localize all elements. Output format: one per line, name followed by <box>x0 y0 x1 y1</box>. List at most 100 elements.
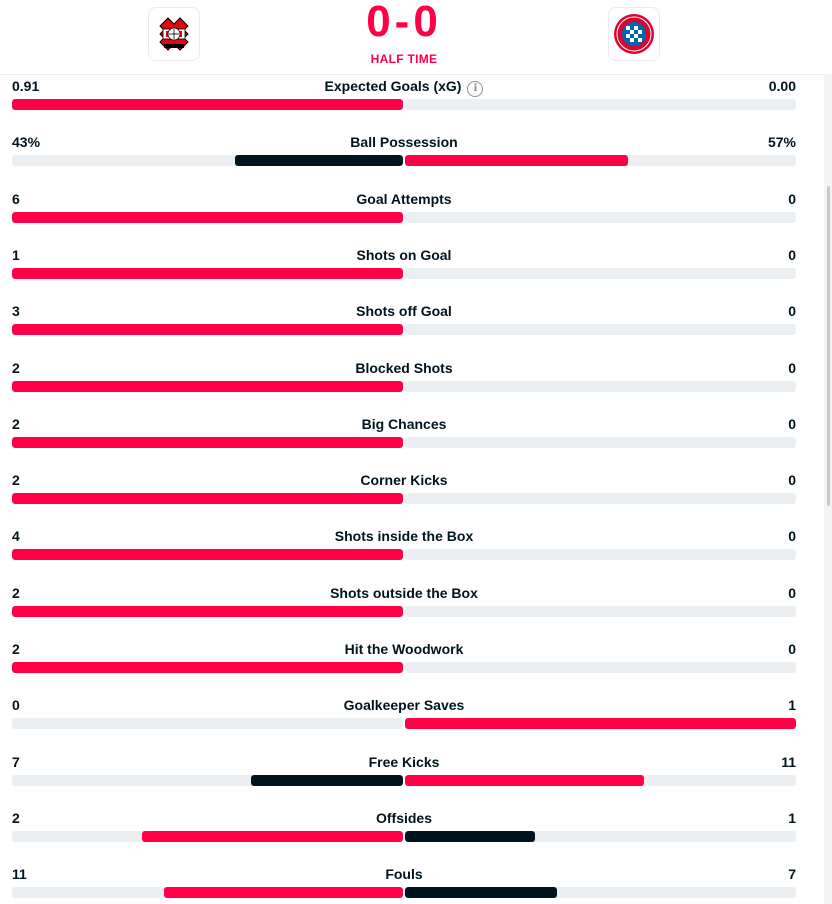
away-stat-bar-track <box>405 830 796 842</box>
match-score: 0-0 <box>366 0 442 46</box>
away-stat-bar-track <box>405 267 796 279</box>
stat-name: Corner Kicks <box>200 472 608 488</box>
stat-name-label: Shots on Goal <box>356 246 452 263</box>
home-stat-value: 6 <box>12 190 20 207</box>
away-stat-value: 1 <box>788 697 796 714</box>
away-stat-bar <box>405 155 628 167</box>
stat-name-label: Shots inside the Box <box>334 528 474 545</box>
stat-name-label: Corner Kicks <box>360 472 448 489</box>
home-stat-bar-track <box>12 774 403 786</box>
stat-row: 2 Corner Kicks 0 <box>0 470 832 510</box>
away-stat-bar-track <box>405 155 796 167</box>
away-stat-value: 0 <box>788 190 796 207</box>
home-stat-value: 11 <box>12 866 27 883</box>
away-stat-value: 7 <box>788 866 796 883</box>
away-team-logo[interactable] <box>608 7 660 61</box>
stat-row: 1 Shots on Goal 0 <box>0 245 832 285</box>
stat-name-label: Shots off Goal <box>356 303 452 320</box>
stat-name-label: Shots outside the Box <box>330 584 478 601</box>
home-stat-bar-track <box>12 155 403 167</box>
home-stat-bar <box>12 380 403 392</box>
home-stat-bar <box>12 99 403 110</box>
stat-name: Goal Attempts <box>200 191 608 207</box>
home-stat-value: 2 <box>12 359 20 376</box>
stat-name-label: Goalkeeper Saves <box>343 697 465 714</box>
away-stat-bar-track <box>405 605 796 617</box>
stat-name: Ball Possession <box>200 134 608 150</box>
stat-name: Fouls <box>200 866 608 882</box>
home-stat-bar <box>142 830 403 842</box>
stat-name: Blocked Shots <box>200 360 608 376</box>
away-stat-bar <box>405 774 644 786</box>
away-stat-value: 0 <box>788 528 796 545</box>
home-stat-bar-track <box>12 662 403 673</box>
home-stat-value: 1 <box>12 246 20 263</box>
match-status: HALF TIME <box>370 52 438 66</box>
stat-name: Expected Goals (xG) i <box>200 78 608 97</box>
home-stat-bar-track <box>12 380 403 392</box>
home-stat-value: 2 <box>12 415 20 432</box>
away-stat-value: 11 <box>781 753 796 770</box>
stat-name: Free Kicks <box>200 754 608 770</box>
stat-name-label: Fouls <box>385 866 423 883</box>
away-stat-bar-track <box>405 662 796 673</box>
home-stat-bar <box>251 774 403 786</box>
away-stat-bar-track <box>405 887 796 899</box>
stat-name: Hit the Woodwork <box>200 641 608 657</box>
stat-name: Shots on Goal <box>200 247 608 263</box>
home-stat-bar-track <box>12 324 403 336</box>
home-stat-bar-track <box>12 718 403 730</box>
stat-row: 0 Goalkeeper Saves 1 <box>0 695 832 735</box>
home-stat-bar <box>164 887 403 899</box>
stat-name-label: Big Chances <box>361 415 447 432</box>
stat-name-label: Expected Goals (xG) <box>324 78 462 94</box>
home-stat-value: 2 <box>12 641 20 657</box>
home-stat-value: 0 <box>12 697 20 714</box>
home-stat-bar-track <box>12 99 403 110</box>
home-stat-value: 43% <box>12 134 41 151</box>
stat-name: Shots off Goal <box>200 303 608 319</box>
away-stat-bar-track <box>405 549 796 561</box>
home-stat-bar <box>12 549 403 561</box>
away-stat-value: 0 <box>788 303 796 320</box>
stat-name-label: Free Kicks <box>368 753 440 770</box>
stat-row: 2 Offsides 1 <box>0 808 832 848</box>
stat-row: 3 Shots off Goal 0 <box>0 301 832 341</box>
stat-name-label: Blocked Shots <box>355 359 453 376</box>
away-stat-value: 0 <box>788 359 796 376</box>
away-stat-bar-track <box>405 211 796 223</box>
away-stat-value: 0.00 <box>768 78 796 94</box>
away-stat-bar <box>405 887 557 899</box>
home-stat-value: 2 <box>12 809 20 826</box>
home-stat-value: 2 <box>12 584 20 601</box>
away-stat-value: 57% <box>767 134 796 151</box>
bayer-leverkusen-logo-icon <box>159 17 189 51</box>
home-stat-bar-track <box>12 830 403 842</box>
scrollbar-thumb[interactable] <box>827 186 830 506</box>
away-stat-bar-track <box>405 380 796 392</box>
away-stat-value: 0 <box>788 472 796 489</box>
home-stat-bar-track <box>12 493 403 505</box>
home-stat-value: 4 <box>12 528 20 545</box>
home-stat-value: 0.91 <box>12 78 40 94</box>
away-stat-value: 0 <box>788 415 796 432</box>
stat-name: Big Chances <box>200 416 608 432</box>
stat-row: 43% Ball Possession 57% <box>0 132 832 172</box>
home-stat-bar-track <box>12 436 403 448</box>
home-team-logo[interactable] <box>148 7 200 61</box>
home-stat-bar-track <box>12 211 403 223</box>
info-icon[interactable]: i <box>467 81 484 97</box>
away-stat-bar-track <box>405 99 796 110</box>
stat-name-label: Hit the Woodwork <box>344 641 464 657</box>
home-stat-bar-track <box>12 549 403 561</box>
away-stat-bar-track <box>405 774 796 786</box>
home-stat-bar <box>12 324 403 336</box>
away-stat-bar <box>405 718 796 730</box>
match-header: 0-0 HALF TIME <box>0 0 832 75</box>
home-stat-bar-track <box>12 887 403 899</box>
home-stat-bar <box>12 267 403 279</box>
stat-name-label: Goal Attempts <box>356 190 452 207</box>
stat-name: Shots outside the Box <box>200 585 608 601</box>
stat-name: Shots inside the Box <box>200 528 608 544</box>
home-stat-bar <box>12 211 403 223</box>
